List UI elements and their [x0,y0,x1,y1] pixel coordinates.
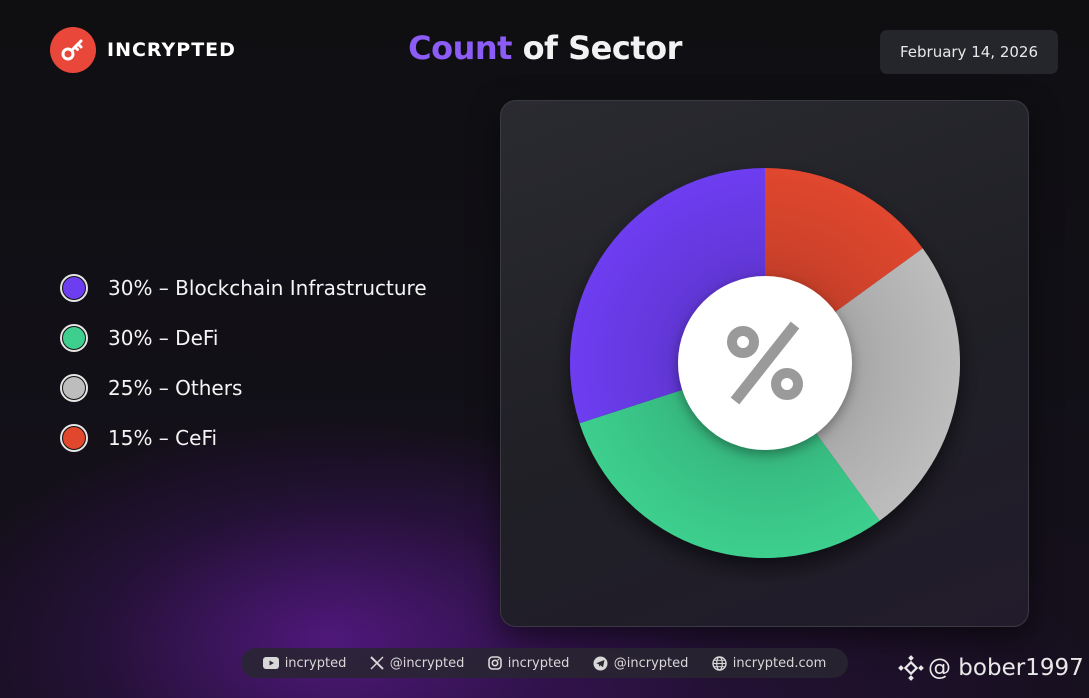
legend-label: 25% – Others [108,376,243,400]
footer-x-label: @incrypted [389,655,465,671]
legend-item-cefi: 15% – CeFi [60,420,427,456]
binance-icon [898,655,924,681]
footer-x[interactable]: @incrypted [369,655,465,671]
title-rest: of Sector [511,29,683,67]
footer-instagram[interactable]: incrypted [487,655,570,671]
legend-item-blockchain-infrastructure: 30% – Blockchain Infrastructure [60,270,427,306]
legend-swatch [60,424,88,452]
footer-website-label: incrypted.com [732,655,827,671]
legend-item-defi: 30% – DeFi [60,320,427,356]
chart-card [500,100,1029,627]
x-icon [369,656,384,670]
brand-name: INCRYPTED [107,39,236,61]
title-accent: Count [408,29,512,67]
globe-icon [712,655,727,671]
legend-swatch [60,274,88,302]
legend-swatch [60,324,88,352]
footer-website[interactable]: incrypted.com [712,655,827,671]
percent-icon [727,321,803,405]
youtube-icon [262,657,279,669]
footer-telegram[interactable]: @incrypted [593,655,689,671]
page-title: Count of Sector [360,29,730,67]
watermark-text: @ bober1997 [928,655,1084,681]
watermark: @ bober1997 [898,655,1084,681]
footer-youtube[interactable]: incrypted [262,655,347,671]
legend-label: 30% – Blockchain Infrastructure [108,276,427,300]
key-icon [50,27,96,73]
instagram-icon [487,656,502,670]
pie-chart [569,167,961,559]
footer-instagram-label: incrypted [507,655,570,671]
footer-telegram-label: @incrypted [613,655,689,671]
brand-logo: INCRYPTED [50,27,236,73]
date-text: February 14, 2026 [899,43,1039,61]
telegram-icon [593,656,608,671]
legend-swatch [60,374,88,402]
legend-label: 30% – DeFi [108,326,219,350]
legend-item-others: 25% – Others [60,370,427,406]
legend-label: 15% – CeFi [108,426,218,450]
social-footer: incrypted @incrypted incrypted @incrypte… [241,648,848,678]
date-badge: February 14, 2026 [880,30,1058,74]
chart-legend: 30% – Blockchain Infrastructure 30% – DeF… [60,270,427,470]
footer-youtube-label: incrypted [284,655,347,671]
